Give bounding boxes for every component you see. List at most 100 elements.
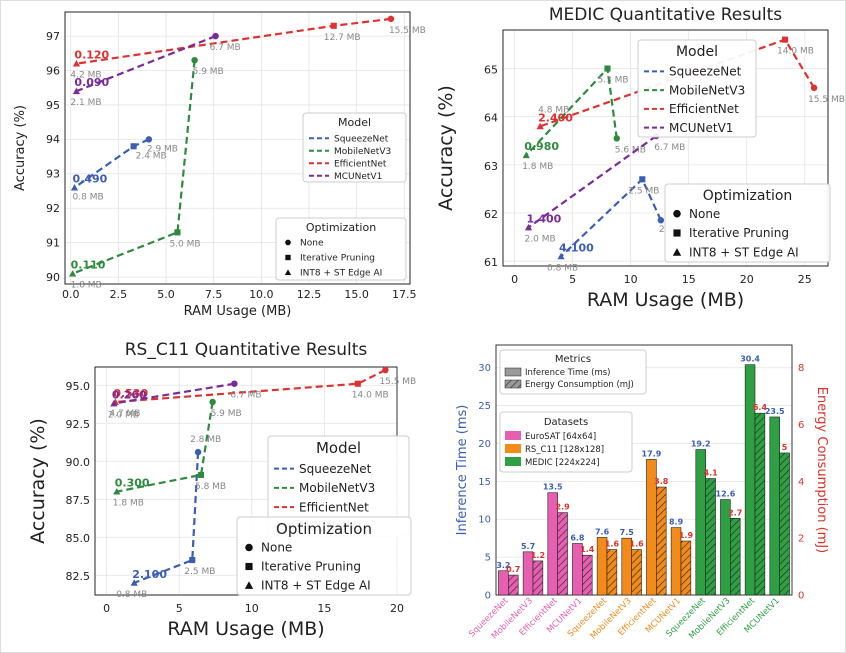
- legend-title: Optimization: [276, 520, 372, 538]
- data-point-mobilenetv3: [197, 471, 205, 478]
- data-point-squeezenet: [657, 217, 665, 224]
- data-point-squeezenet: [189, 556, 196, 564]
- x-tick-label: 15.0: [344, 288, 369, 301]
- reduction-label-mobilenetv3: 0.980: [524, 140, 559, 153]
- x-tick-label: 10: [624, 273, 638, 286]
- legend-title: Model: [338, 116, 371, 129]
- model-legend: Model SqueezeNet MobileNetV3 EfficientNet MC…: [637, 39, 757, 138]
- reduction-label-efficientnet: 2.400: [538, 111, 573, 124]
- size-label: 2.5 MB: [628, 186, 659, 196]
- x-tick-label: 5: [176, 602, 183, 615]
- legend-box: [637, 39, 757, 138]
- x-tick-label: 17.5: [392, 288, 417, 301]
- bar-value-label: 17.9: [642, 449, 662, 458]
- data-point-squeezenet: [145, 136, 153, 143]
- x-tick-label: 2.5: [110, 288, 128, 301]
- legend-marker: [244, 581, 254, 589]
- data-point-squeezenet: [70, 183, 79, 191]
- bar-value-label: 1.6: [605, 540, 620, 549]
- y-tick-label: 0: [485, 591, 491, 602]
- legend-entry: INT8 + ST Edge AI: [261, 579, 371, 593]
- legend-entry: INT8 + ST Edge AI: [689, 246, 799, 260]
- data-point-mobilenetv3: [209, 398, 216, 406]
- y-tick-label: 91: [46, 237, 60, 250]
- size-label: 12.7 MB: [324, 33, 361, 43]
- legend-entry: None: [689, 207, 720, 221]
- legend-entry: None: [261, 541, 292, 555]
- y-tick-label: 90.0: [66, 456, 91, 469]
- legend-box: [275, 217, 407, 281]
- bar-value-label: 7.5: [620, 528, 635, 537]
- bar-value-label: 5: [782, 443, 788, 452]
- bar-energy-hatch: [533, 560, 543, 595]
- size-label: 5.3 MB: [597, 76, 628, 86]
- reduction-label-squeezenet: 2.100: [132, 568, 167, 581]
- y-tick-label: 10: [478, 515, 491, 526]
- legend-marker: [672, 248, 682, 256]
- optimization-legend: Optimization None Iterative Pruning INT8 + …: [664, 183, 831, 263]
- bar-value-label: 5.7: [521, 542, 535, 551]
- legend-entry: SqueezeNet: [669, 65, 742, 79]
- bar-energy-hatch: [681, 541, 691, 595]
- data-point-squeezenet: [130, 143, 137, 150]
- datasets-legend: Datasets EuroSAT [64x64] RS_C11 [128x128] M…: [499, 411, 633, 473]
- series-line-mcunetv1: [113, 382, 235, 405]
- plot-frame: [495, 344, 793, 596]
- legend-title: Model: [316, 439, 361, 457]
- bar-inference-time: [744, 364, 756, 596]
- legend-box: [664, 183, 831, 263]
- size-label: 2.0 MB: [108, 410, 139, 420]
- bar-energy-hatch: [582, 555, 593, 595]
- chart-title: MEDIC Quantitative Results: [549, 5, 782, 25]
- data-point-mobilenetv3: [174, 229, 181, 236]
- size-label: 2.5 MB: [184, 567, 215, 577]
- legend-box: [302, 112, 407, 183]
- data-point-efficientnet: [382, 366, 389, 374]
- legend-title: Model: [676, 44, 718, 60]
- size-label: 0.8 MB: [116, 590, 147, 600]
- series-line-mobilenetv3: [116, 401, 214, 493]
- size-label: 4.8 MB: [538, 105, 569, 115]
- size-label: 5.9 MB: [193, 67, 224, 77]
- y-tick-label: 20: [478, 439, 491, 450]
- bar-energy-hatch: [779, 452, 790, 595]
- legend-entry: EfficientNet: [299, 500, 369, 514]
- x-tick-label: 25: [798, 273, 812, 286]
- y-axis-label: Inference Time (ms): [455, 405, 470, 536]
- bar-energy-hatch: [508, 575, 519, 595]
- optimization-legend: Optimization None Iterative Pruning INT8 + …: [236, 516, 412, 596]
- reduction-label-mobilenetv3: 0.110: [71, 259, 106, 272]
- size-label: 1.8 MB: [71, 281, 102, 291]
- y-tick-label: 97: [46, 30, 60, 43]
- y-tick-label: 92.5: [66, 418, 91, 431]
- data-point-mobilenetv3: [604, 65, 611, 72]
- reduction-label-mcunetv1: 0.260: [112, 388, 147, 401]
- bar-value-label: 2.7: [728, 508, 742, 517]
- bar-value-label: 23.5: [765, 407, 785, 416]
- y-tick-label: 82.5: [66, 570, 91, 583]
- reduction-label-mcunetv1: 0.090: [74, 76, 109, 89]
- size-label: 1.8 MB: [113, 499, 144, 509]
- legend-swatch: [504, 367, 522, 377]
- legend-marker: [284, 269, 292, 276]
- bar-value-label: 7.6: [595, 527, 610, 536]
- x-tick-label: 10: [245, 602, 259, 615]
- x-axis-label: RAM Usage (MB): [184, 304, 292, 319]
- legend-entry: RS_C11 [128x128]: [525, 445, 604, 455]
- size-label: 6.7 MB: [230, 391, 261, 401]
- legend-entry: EfficientNet: [334, 159, 387, 169]
- size-label: 2.9 MB: [147, 144, 178, 154]
- y-tick-label: 65: [484, 63, 498, 76]
- y-tick-label: 63: [484, 160, 498, 173]
- bar-value-label: 1.4: [580, 545, 595, 554]
- data-point-mobilenetv3: [191, 56, 198, 64]
- legend-swatch-hatch: [505, 380, 521, 388]
- y-axis-label: Accuracy (%): [13, 105, 28, 191]
- x-tick-label: 0: [103, 602, 110, 615]
- legend-marker: [673, 229, 681, 237]
- series-line-squeezenet: [133, 452, 200, 584]
- y2-axis-label: Energy Consumption (mJ): [814, 387, 829, 554]
- legend-swatch: [505, 457, 521, 466]
- legend-marker: [285, 254, 291, 261]
